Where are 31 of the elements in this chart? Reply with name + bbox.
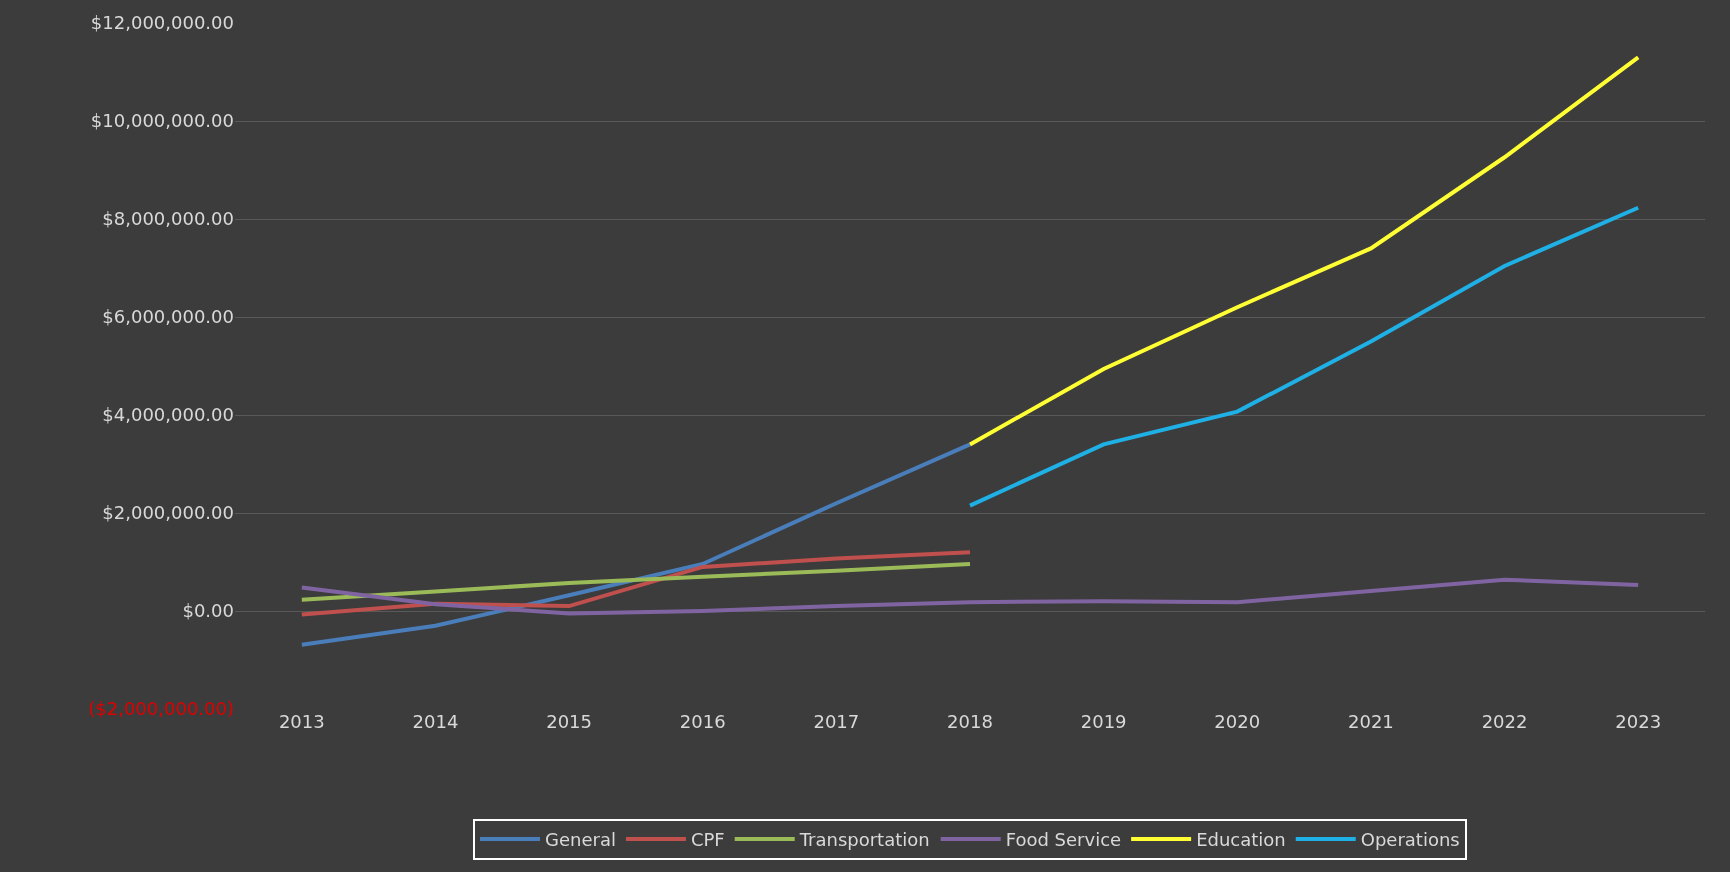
- legend-label: Transportation: [798, 828, 930, 850]
- y-tick-label: $12,000,000.00: [90, 12, 234, 34]
- legend-label: CPF: [690, 828, 725, 850]
- legend-label: Food Service: [1005, 828, 1122, 850]
- x-tick-label: 2023: [1615, 711, 1662, 732]
- x-tick-label: 2016: [679, 711, 726, 732]
- line-series: [968, 55, 1641, 447]
- y-tick-label: $2,000,000.00: [102, 502, 234, 524]
- y-tick-label: $0.00: [182, 600, 234, 622]
- x-tick-label: 2017: [813, 711, 860, 732]
- x-tick-label: 2019: [1080, 711, 1127, 732]
- line-series: [299, 577, 1641, 616]
- x-tick-label: 2013: [278, 711, 325, 732]
- legend-label: Operations: [1360, 828, 1460, 850]
- y-tick-label: $4,000,000.00: [102, 404, 234, 426]
- x-tick-label: 2018: [947, 711, 993, 732]
- y-tick-label: $10,000,000.00: [90, 110, 234, 132]
- line-series: [299, 561, 972, 602]
- x-tick-label: 2022: [1481, 711, 1528, 732]
- line-series: [968, 205, 1641, 508]
- line-series: [299, 442, 972, 647]
- x-tick-label: 2020: [1214, 711, 1261, 732]
- line-series: [299, 550, 972, 617]
- x-tick-label: 2014: [412, 711, 459, 732]
- legend-label: General: [545, 828, 616, 850]
- y-tick-label: $8,000,000.00: [102, 208, 234, 230]
- y-tick-label: $6,000,000.00: [102, 306, 234, 328]
- x-tick-label: 2015: [546, 711, 592, 732]
- legend-label: Education: [1196, 828, 1286, 850]
- x-tick-label: 2021: [1348, 711, 1394, 732]
- y-tick-label: ($2,000,000.00): [88, 698, 234, 720]
